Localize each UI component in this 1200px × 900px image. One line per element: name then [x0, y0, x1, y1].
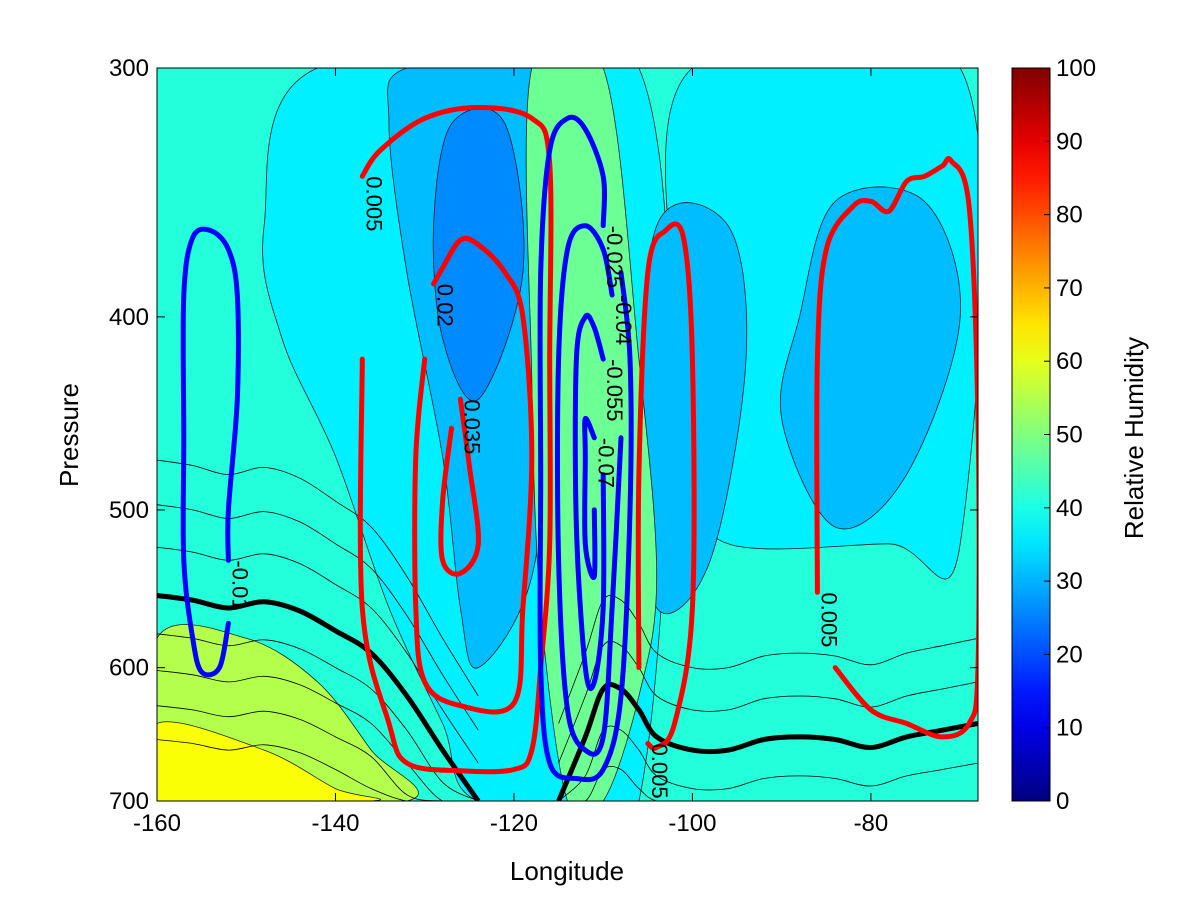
- positive-contour-0: [357, 105, 554, 775]
- humidity-contour-east-3: [558, 765, 978, 801]
- colorbar-tick-label-6: 60: [1056, 348, 1083, 375]
- colorbar-label: Relative Humidity: [1119, 337, 1149, 539]
- y-axis: 300 400 500 600 700: [109, 55, 978, 815]
- humidity-region-1: [157, 721, 382, 801]
- positive-contour-label-0: 0.005: [361, 176, 386, 231]
- positive-contour-4: [814, 156, 978, 740]
- y-tick-label-0: 300: [109, 55, 149, 82]
- positive-contour-label-4: 0.005: [816, 592, 841, 647]
- contour-labels: 0.005 0.02 0.035 0.005 0.005 -0.01 -0.025 -0.04…: [227, 176, 841, 798]
- colorbar-ticks: 0 10 20 30 40 50 60 70 80 90 100: [1044, 55, 1096, 815]
- negative-contour-label-4: -0.07: [593, 438, 618, 488]
- y-tick-label-3: 600: [109, 655, 149, 682]
- y-tick-label-4: 700: [109, 788, 149, 815]
- y-tick-label-1: 400: [109, 304, 149, 331]
- positive-contour-label-1: 0.02: [433, 284, 458, 327]
- colorbar-tick-label-2: 20: [1056, 641, 1083, 668]
- negative-contour-0: [180, 226, 241, 678]
- x-tick-label-4: -80: [854, 810, 889, 837]
- negative-contour-label-3: -0.055: [602, 359, 627, 421]
- humidity-contour-4: [157, 670, 479, 801]
- positive-contour-label-2: 0.035: [459, 399, 484, 454]
- y-axis-label: Pressure: [54, 383, 84, 487]
- x-axis-label: Longitude: [510, 856, 624, 886]
- anomaly-contours: [157, 105, 978, 801]
- negative-contour-label-0: -0.01: [227, 560, 252, 610]
- positive-contour-2: [438, 396, 481, 577]
- negative-contour-2: [554, 223, 624, 757]
- colorbar-tick-label-1: 10: [1056, 715, 1083, 742]
- negative-contour-1: [537, 114, 634, 783]
- positive-contour-3: [635, 221, 697, 751]
- humidity-contour-5: [157, 705, 479, 801]
- colorbar-tick-label-0: 0: [1056, 788, 1069, 815]
- x-tick-label-2: -120: [490, 810, 538, 837]
- colorbar-tick-label-4: 40: [1056, 495, 1083, 522]
- humidity-contour-0: [157, 459, 479, 697]
- humidity-contour-east-0: [558, 594, 978, 724]
- x-tick-label-1: -140: [311, 810, 359, 837]
- positive-contour-1: [412, 235, 535, 715]
- colorbar-tick-label-3: 30: [1056, 568, 1083, 595]
- x-tick-label-0: -160: [133, 810, 181, 837]
- x-tick-label-3: -100: [668, 810, 716, 837]
- positive-contour-label-3: 0.005: [647, 744, 672, 799]
- humidity-contour-east-1: [558, 640, 978, 764]
- humidity-contour-1: [157, 504, 479, 731]
- colorbar-tick-label-9: 90: [1056, 128, 1083, 155]
- colorbar-tick-label-8: 80: [1056, 202, 1083, 229]
- x-axis: -160 -140 -120 -100 -80: [133, 68, 888, 837]
- negative-contour-label-2: -0.04: [611, 295, 636, 345]
- humidity-contour-lines: [157, 459, 978, 801]
- humidity-region-6: [779, 186, 961, 530]
- negative-contour-label-1: -0.025: [602, 226, 627, 288]
- colorbar: [1011, 67, 1051, 802]
- colorbar-tick-label-10: 100: [1056, 55, 1096, 82]
- thick-contour-west: [157, 593, 481, 801]
- negative-contour-3: [572, 312, 607, 692]
- colorbar-tick-label-5: 50: [1056, 422, 1083, 449]
- negative-contour-4: [582, 416, 598, 581]
- humidity-region-7: [432, 107, 525, 402]
- plot-frame: [156, 67, 979, 802]
- humidity-contour-3: [157, 633, 479, 801]
- colorbar-tick-label-7: 70: [1056, 275, 1083, 302]
- humidity-contour-east-2: [558, 725, 978, 801]
- humidity-contour-6: [157, 739, 479, 801]
- y-tick-label-2: 500: [109, 497, 149, 524]
